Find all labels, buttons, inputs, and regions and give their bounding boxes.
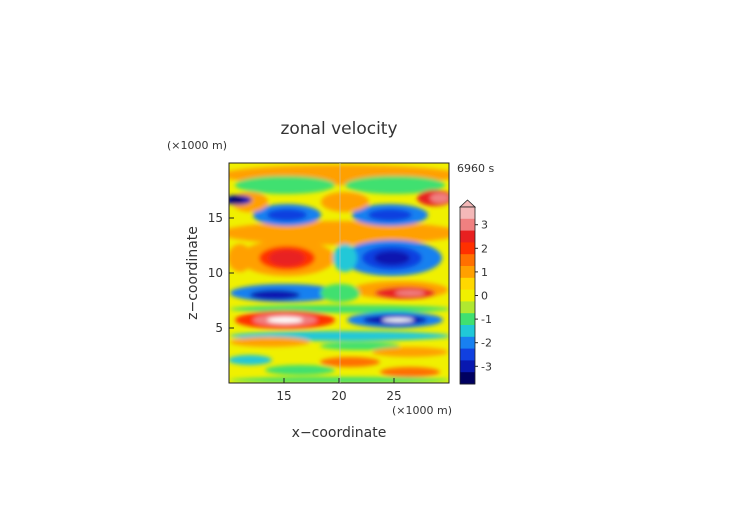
velocity-contour: [395, 290, 425, 296]
x-tick-label: 15: [276, 389, 291, 403]
x-unit-label: (×1000 m): [392, 404, 452, 417]
colorbar-tick-label: -3: [481, 360, 492, 373]
velocity-contour: [321, 192, 369, 212]
velocity-contour: [372, 347, 448, 357]
colorbar-tick-label: 2: [481, 242, 488, 255]
colorbar-extend-arrow: [458, 199, 477, 208]
heatmap-field: [229, 163, 449, 383]
colorbar: 3 2 1 0 -1 -2 -3: [458, 199, 492, 385]
y-tick-label: 10: [208, 266, 223, 280]
velocity-blobs: [229, 165, 449, 383]
velocity-contour: [320, 357, 380, 367]
y-unit-label: (×1000 m): [167, 139, 227, 152]
colorbar-swatch: [460, 230, 475, 243]
velocity-contour: [230, 337, 310, 347]
y-axis-ticks: 5 10 15: [208, 211, 234, 335]
colorbar-swatch: [460, 336, 475, 349]
velocity-contour: [229, 197, 243, 203]
velocity-contour: [250, 290, 300, 300]
colorbar-swatch: [460, 325, 475, 338]
colorbar-swatch: [460, 207, 475, 220]
x-axis-ticks: 15 20 25: [276, 378, 402, 403]
velocity-contour: [229, 355, 272, 365]
velocity-contour: [229, 244, 252, 272]
x-axis-label: x−coordinate: [292, 425, 387, 441]
velocity-contour: [380, 367, 440, 377]
velocity-contour: [368, 209, 412, 221]
colorbar-tick-label: -2: [481, 337, 492, 350]
velocity-contour: [333, 244, 357, 272]
colorbar-swatch: [460, 266, 475, 279]
y-axis-label: z−coordinate: [185, 226, 201, 320]
time-label: 6960 s: [457, 162, 494, 175]
y-tick-label: 15: [208, 211, 223, 225]
y-tick-label: 5: [215, 321, 223, 335]
x-tick-label: 20: [331, 389, 346, 403]
velocity-contour: [345, 176, 445, 194]
colorbar-swatch: [460, 254, 475, 267]
velocity-contour: [229, 221, 449, 245]
colorbar-tick-label: 1: [481, 266, 488, 279]
colorbar-tick-label: 3: [481, 219, 488, 232]
velocity-contour: [374, 251, 410, 265]
velocity-contour: [267, 317, 303, 323]
x-tick-label: 25: [386, 389, 401, 403]
colorbar-swatch: [460, 218, 475, 231]
colorbar-swatch: [460, 360, 475, 373]
colorbar-tick-label: 0: [481, 290, 488, 303]
velocity-contour: [382, 318, 414, 322]
velocity-contour: [269, 250, 305, 266]
colorbar-swatch: [460, 301, 475, 314]
velocity-contour: [235, 176, 335, 194]
velocity-contour: [430, 193, 449, 203]
velocity-contour: [265, 365, 335, 375]
colorbar-swatch: [460, 348, 475, 361]
colorbar-tick-label: -1: [481, 313, 492, 326]
colorbar-swatch: [460, 277, 475, 290]
colorbar-swatch: [460, 289, 475, 302]
colorbar-swatch: [460, 313, 475, 326]
colorbar-swatch: [460, 242, 475, 255]
velocity-contour: [267, 209, 307, 221]
colorbar-swatch: [460, 372, 475, 385]
chart-title: zonal velocity: [280, 119, 397, 139]
